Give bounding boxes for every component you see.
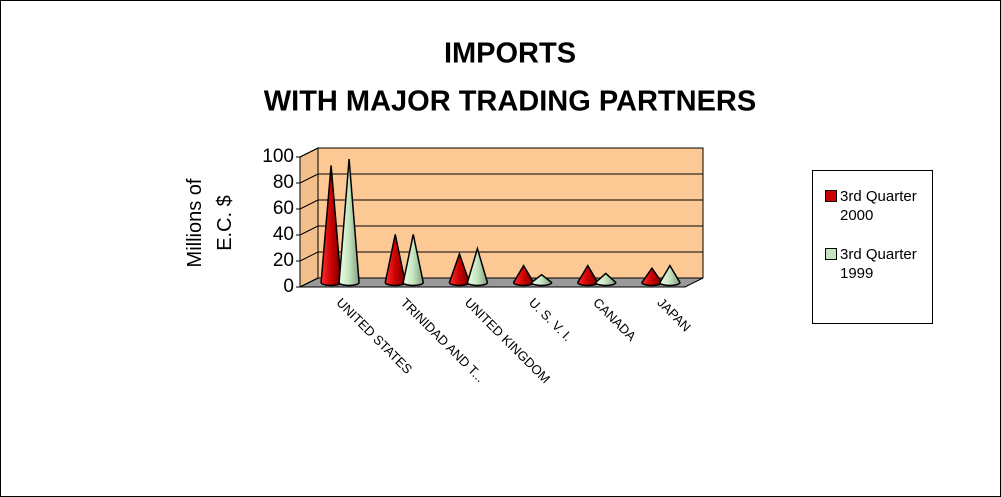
cone: [466, 246, 489, 287]
grid-line: [299, 199, 319, 210]
cone-body: [466, 246, 489, 287]
cone-body: [338, 158, 360, 287]
cone: [402, 234, 425, 287]
grid-line: [299, 251, 319, 262]
side-wall: [299, 147, 319, 288]
grid-line: [299, 173, 319, 184]
legend-swatch: [825, 190, 837, 202]
cone-body: [530, 273, 553, 287]
y-tick-label: 0: [283, 276, 294, 297]
grid-line: [299, 225, 319, 236]
y-tick-label: 80: [273, 172, 294, 193]
cone: [594, 272, 617, 287]
cone-body: [659, 264, 681, 287]
y-label: Millions of E.C. $: [184, 178, 236, 268]
back-wall: [317, 147, 704, 279]
chart-title: IMPORTS: [444, 38, 576, 70]
legend-label: 3rd Quarter 1999: [840, 246, 917, 282]
cone: [530, 273, 553, 287]
legend-entry: 3rd Quarter 2000: [825, 187, 926, 225]
y-label-box: Millions of E.C. $: [184, 178, 236, 268]
y-tick-label: 100: [262, 146, 294, 167]
y-tick-label: 60: [273, 198, 294, 219]
cone-body: [594, 272, 617, 287]
legend-label: 3rd Quarter 2000: [840, 188, 917, 224]
y-tick-label: 20: [273, 250, 294, 271]
y-tick-label: 40: [273, 224, 294, 245]
legend-swatch: [825, 248, 837, 260]
cone: [338, 158, 360, 287]
grid-line: [299, 147, 319, 158]
chart-subtitle: WITH MAJOR TRADING PARTNERS: [264, 86, 756, 118]
legend-entry: 3rd Quarter 1999: [825, 245, 926, 283]
cone: [659, 264, 681, 287]
cone-body: [402, 234, 425, 287]
legend: 3rd Quarter 2000 3rd Quarter 1999: [812, 170, 933, 324]
grid-line: [299, 277, 319, 288]
